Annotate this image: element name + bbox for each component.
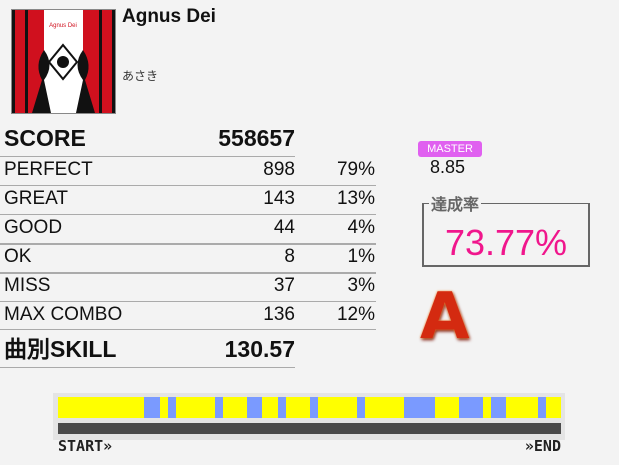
judgement-label: MISS [4,275,51,296]
skill-row: 曲別SKILL 130.57 [0,333,295,365]
divider [0,272,376,274]
judgement-row-max-combo: MAX COMBO 136 12% [0,301,375,329]
jacket-title-text: Agnus Dei [49,23,77,29]
gauge-miss-segment [310,397,318,418]
judgement-row-miss: MISS 37 3% [0,272,375,300]
judgement-percent: 12% [336,304,375,325]
divider [0,214,376,215]
judgement-label: GREAT [4,188,69,209]
gauge-miss-segment [356,397,365,418]
gauge-miss-segment [214,397,223,418]
gauge-miss-segment [458,397,484,418]
achievement-label: 達成率 [429,191,482,215]
gauge-miss-segment [491,397,507,418]
divider [0,301,376,302]
judgement-label: OK [4,246,32,267]
difficulty-badge: MASTER [418,141,482,157]
judgement-label: GOOD [4,217,63,238]
rank-grade: A [420,280,470,354]
gauge-miss-segment [404,397,435,418]
progress-bar [58,423,561,434]
gauge-miss-segment [537,397,546,418]
judgement-percent: 1% [347,246,375,267]
gauge-miss-segment [247,397,263,418]
judgement-label: PERFECT [4,159,93,180]
divider [0,156,295,157]
gauge-bar [58,397,561,418]
judgement-percent: 4% [347,217,375,238]
gauge-miss-segment [144,397,161,418]
difficulty-level: 8.85 [430,157,466,177]
judgement-percent: 79% [336,159,375,180]
timeline-start-label: START» [58,437,113,455]
judgement-count: 8 [284,246,295,267]
judgement-row-perfect: PERFECT 898 79% [0,156,375,184]
score-label: SCORE [4,125,86,151]
judgement-count: 37 [273,275,295,296]
song-title: Agnus Dei [122,6,216,27]
jacket-art: Agnus Dei [12,10,115,113]
timeline-end-label: »END [524,437,561,455]
judgement-percent: 13% [336,188,375,209]
score-row: SCORE 558657 [0,122,295,154]
achievement-value: 73.77% [444,222,568,263]
song-artist: あさき [122,69,159,83]
divider [0,329,376,330]
achievement-box [422,203,590,267]
divider [0,243,376,245]
divider [0,185,376,186]
judgement-count: 143 [263,188,295,209]
judgement-count: 44 [273,217,295,238]
gauge-miss-segment [168,397,177,418]
gauge-miss-segment [277,397,286,418]
judgement-row-great: GREAT 143 13% [0,185,375,213]
divider [0,367,295,368]
judgement-count: 898 [263,159,295,180]
judgement-count: 136 [263,304,295,325]
judgement-label: MAX COMBO [4,304,123,325]
skill-label: 曲別SKILL [4,336,117,362]
skill-value: 130.57 [224,336,295,362]
score-value: 558657 [218,125,295,151]
judgement-row-good: GOOD 44 4% [0,214,375,242]
judgement-row-ok: OK 8 1% [0,243,375,271]
judgement-percent: 3% [347,275,375,296]
album-jacket: Agnus Dei [11,9,116,114]
